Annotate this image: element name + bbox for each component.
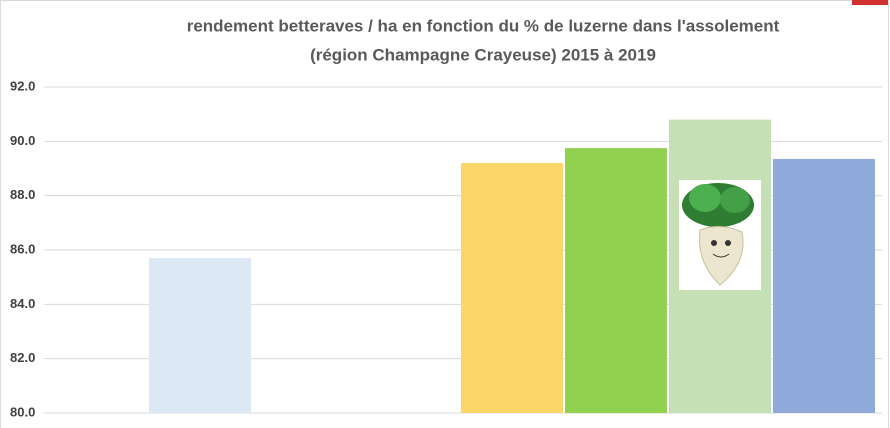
bar — [149, 258, 251, 413]
bars — [149, 119, 875, 413]
y-tick-label: 88.0 — [10, 187, 35, 202]
beet-leaf — [689, 184, 721, 212]
chart-title: rendement betteraves / ha en fonction du… — [187, 16, 780, 35]
y-tick-label: 92.0 — [10, 78, 35, 93]
y-tick-label: 84.0 — [10, 296, 35, 311]
bar — [461, 163, 563, 413]
y-tick-label: 86.0 — [10, 241, 35, 256]
beet-leaf — [720, 187, 750, 213]
beet-smile — [712, 253, 730, 258]
y-tick-label: 80.0 — [10, 404, 35, 419]
y-tick-label: 90.0 — [10, 133, 35, 148]
beet-illustration — [679, 180, 761, 290]
beet-eye — [711, 240, 717, 246]
bar — [773, 158, 875, 413]
corner-mark — [852, 0, 888, 5]
chart-title: (région Champagne Crayeuse) 2015 à 2019 — [310, 45, 656, 64]
bar — [565, 148, 667, 413]
y-tick-label: 82.0 — [10, 350, 35, 365]
beet-eye — [725, 240, 731, 246]
beet-root — [698, 226, 744, 286]
